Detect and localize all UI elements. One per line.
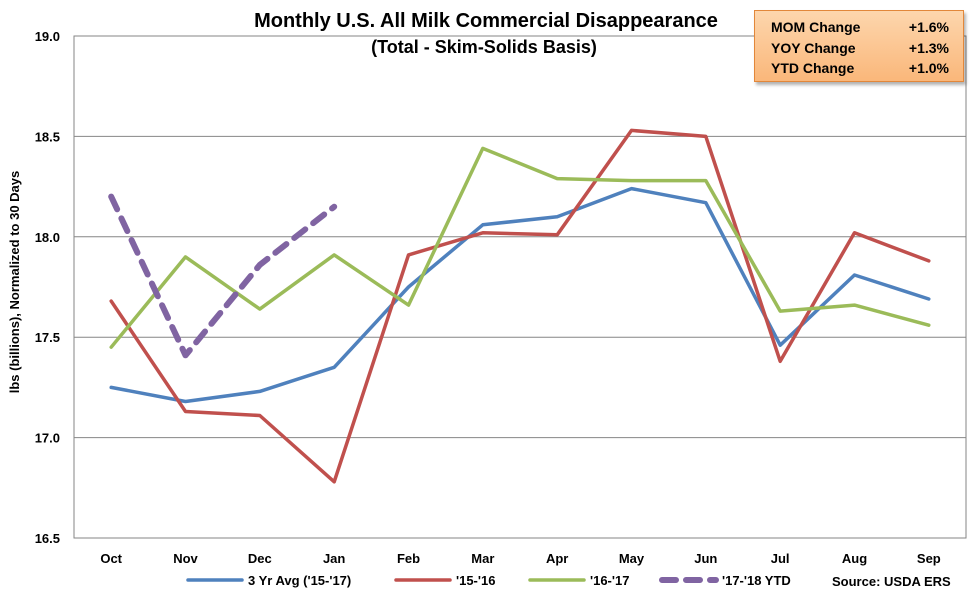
legend-label: '15-'16 — [456, 573, 495, 588]
stat-value: +1.3% — [908, 39, 949, 56]
stat-label: MOM Change — [771, 19, 861, 35]
legend-label: 3 Yr Avg ('15-'17) — [248, 573, 351, 588]
chart-title: Monthly U.S. All Milk Commercial Disappe… — [254, 10, 718, 32]
series-line-0 — [109, 186, 931, 404]
y-tick-label: 17.5 — [35, 330, 60, 345]
stat-row-mom: MOM Change +1.6% — [771, 17, 949, 38]
stat-row-ytd: YTD Change +1.0% — [771, 58, 949, 79]
y-tick-label: 18.5 — [35, 129, 60, 144]
y-tick-label: 18.0 — [35, 230, 60, 245]
x-tick-label: Nov — [173, 551, 198, 566]
chart-subtitle: (Total - Skim-Solids Basis) — [371, 37, 597, 57]
stat-label: YTD Change — [771, 60, 855, 76]
series-line-1 — [109, 128, 931, 484]
x-axis-ticks: Oct Nov Dec Jan Feb Mar Apr May Jun Jul Aug Sep — [100, 551, 940, 566]
x-tick-label: Aug — [842, 551, 867, 566]
x-tick-label: May — [619, 551, 645, 566]
series-line-2 — [109, 146, 931, 349]
plot-area — [73, 35, 967, 539]
y-axis-ticks: 16.5 17.0 17.5 18.0 18.5 19.0 — [35, 29, 60, 546]
x-tick-label: Dec — [248, 551, 272, 566]
x-tick-label: Jul — [771, 551, 790, 566]
y-tick-label: 17.0 — [35, 431, 60, 446]
stat-label: YOY Change — [771, 39, 856, 56]
y-axis-label: lbs (billions), Normalized to 30 Days — [7, 171, 22, 394]
x-tick-label: Feb — [397, 551, 420, 566]
legend: 3 Yr Avg ('15-'17) '15-'16 '16-'17 '17-'18 … — [186, 573, 791, 588]
change-summary-box: MOM Change +1.6% YOY Change +1.3% YTD Ch… — [754, 10, 964, 82]
series-line-3 — [108, 193, 338, 359]
x-tick-label: Jun — [694, 551, 717, 566]
stat-value: +1.6% — [908, 19, 949, 35]
x-tick-label: Oct — [100, 551, 122, 566]
legend-label: '17-'18 YTD — [722, 573, 791, 588]
stat-value: +1.0% — [908, 60, 949, 76]
source-note: Source: USDA ERS — [832, 574, 951, 589]
x-tick-label: Sep — [917, 551, 941, 566]
y-tick-label: 19.0 — [35, 29, 60, 44]
series-lines — [108, 128, 931, 484]
legend-label: '16-'17 — [590, 573, 629, 588]
stat-row-yoy: YOY Change +1.3% — [771, 38, 949, 59]
x-tick-label: Jan — [323, 551, 345, 566]
x-tick-label: Apr — [546, 551, 568, 566]
y-tick-label: 16.5 — [35, 531, 60, 546]
x-tick-label: Mar — [471, 551, 494, 566]
gridlines — [74, 35, 966, 539]
